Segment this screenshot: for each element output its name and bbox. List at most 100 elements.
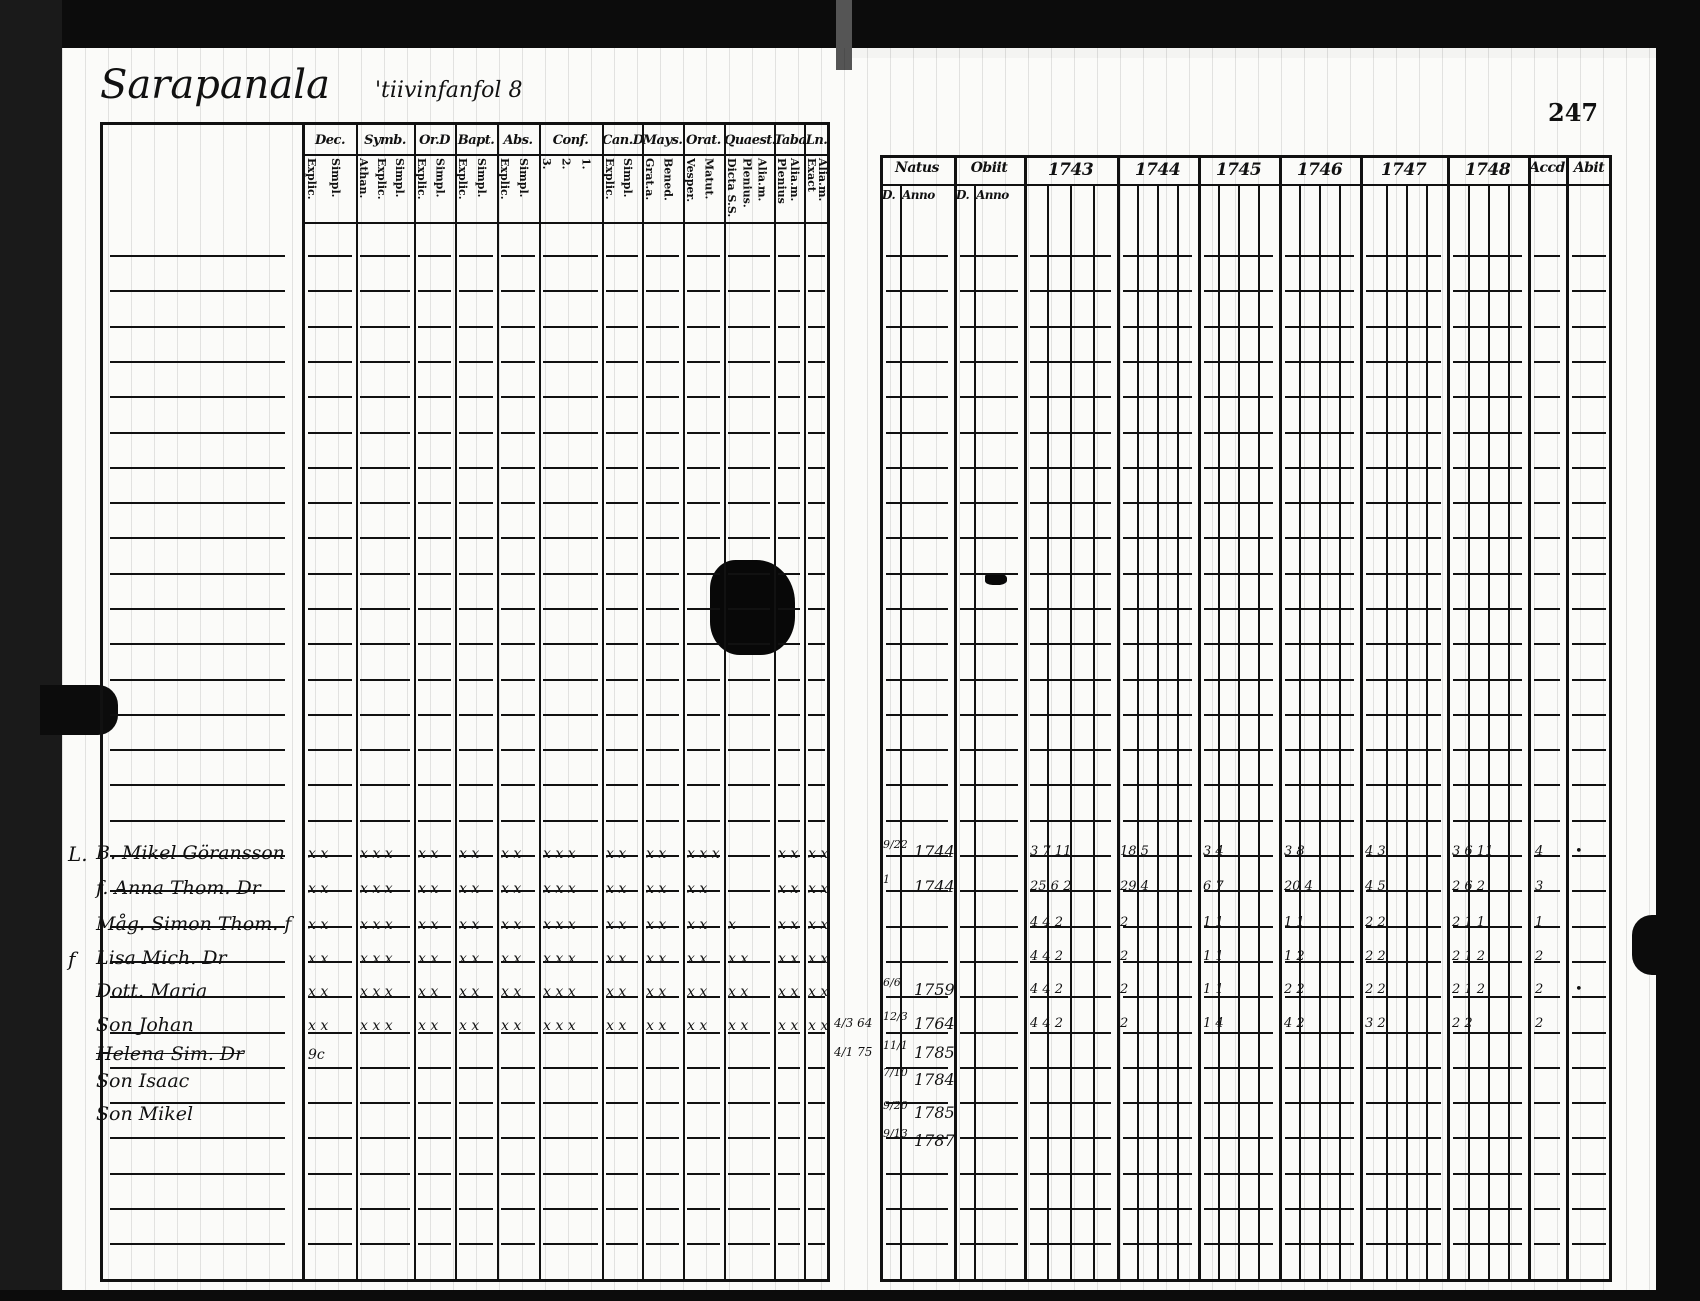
row-rule bbox=[1366, 961, 1441, 963]
row-rule bbox=[418, 784, 451, 786]
row-rule bbox=[360, 396, 410, 398]
row-rule bbox=[1534, 432, 1560, 434]
row-rule bbox=[308, 573, 352, 575]
row-rule bbox=[1030, 467, 1111, 469]
row-rule bbox=[1453, 1208, 1522, 1210]
row-rule bbox=[110, 537, 285, 539]
row-rule bbox=[886, 679, 948, 681]
row-rule bbox=[110, 326, 285, 328]
header-rule bbox=[880, 184, 1612, 186]
row-rule bbox=[1534, 1243, 1560, 1245]
attendance-mark: x bbox=[728, 917, 736, 933]
row-rule bbox=[501, 1137, 535, 1139]
row-rule bbox=[1572, 679, 1606, 681]
row-rule bbox=[808, 1173, 825, 1175]
column-subheader: 1. bbox=[579, 158, 593, 170]
year-entry: 3 2 bbox=[1365, 1016, 1386, 1031]
row-rule bbox=[808, 502, 825, 504]
row-rule bbox=[646, 255, 679, 257]
column-subheader: 2. bbox=[559, 158, 573, 170]
row-rule bbox=[360, 855, 410, 857]
row-rule bbox=[778, 1137, 800, 1139]
row-rule bbox=[1030, 608, 1111, 610]
row-rule bbox=[501, 396, 535, 398]
row-rule bbox=[1123, 1137, 1192, 1139]
row-rule bbox=[1204, 820, 1273, 822]
row-rule bbox=[606, 396, 638, 398]
row-rule bbox=[728, 679, 770, 681]
row-rule bbox=[646, 714, 679, 716]
row-rule bbox=[501, 1208, 535, 1210]
row-rule bbox=[808, 361, 825, 363]
row-rule bbox=[778, 1243, 800, 1245]
row-rule bbox=[1123, 326, 1192, 328]
row-rule bbox=[778, 573, 800, 575]
row-rule bbox=[459, 432, 493, 434]
page-number: 247 bbox=[1548, 98, 1599, 127]
attendance-mark: x x bbox=[728, 1018, 749, 1034]
row-rule bbox=[1366, 432, 1441, 434]
year-entry: 2 1 1 bbox=[1452, 915, 1486, 930]
row-rule bbox=[1030, 396, 1111, 398]
row-rule bbox=[1366, 502, 1441, 504]
sub-column-divider bbox=[1386, 184, 1388, 1282]
row-rule bbox=[808, 432, 825, 434]
row-rule bbox=[1366, 784, 1441, 786]
row-rule bbox=[960, 996, 1018, 998]
row-rule bbox=[728, 1067, 770, 1069]
row-rule bbox=[1123, 679, 1192, 681]
row-rule bbox=[886, 784, 948, 786]
year-entry: 1 4 bbox=[1203, 1016, 1224, 1031]
row-rule bbox=[418, 1102, 451, 1104]
row-rule bbox=[1204, 1208, 1273, 1210]
row-rule bbox=[687, 961, 720, 963]
row-rule bbox=[960, 961, 1018, 963]
row-rule bbox=[418, 396, 451, 398]
row-rule bbox=[1030, 926, 1111, 928]
row-rule bbox=[308, 643, 352, 645]
row-rule bbox=[360, 502, 410, 504]
row-rule bbox=[110, 1137, 285, 1139]
year-entry: 3 8 bbox=[1284, 844, 1305, 859]
row-rule bbox=[1453, 573, 1522, 575]
year-entry: 2 2 bbox=[1452, 1016, 1473, 1031]
column-header: 1748 bbox=[1464, 160, 1511, 180]
row-rule bbox=[606, 502, 638, 504]
attendance-mark: x x bbox=[687, 1018, 708, 1034]
column-header: Abit bbox=[1573, 160, 1605, 176]
attendance-mark: x x bbox=[501, 881, 522, 897]
year-entry: 2 2 bbox=[1365, 982, 1386, 997]
row-rule bbox=[778, 1173, 800, 1175]
row-rule bbox=[778, 996, 800, 998]
attendance-mark: x x bbox=[778, 846, 799, 862]
row-rule bbox=[1204, 749, 1273, 751]
row-rule bbox=[1123, 961, 1192, 963]
row-rule bbox=[646, 679, 679, 681]
column-subheader: Exact bbox=[805, 158, 818, 192]
year-entry: 20 4 bbox=[1284, 879, 1313, 894]
column-subheader: Athan. bbox=[357, 158, 370, 199]
row-rule bbox=[543, 749, 598, 751]
row-rule bbox=[1534, 926, 1560, 928]
row-rule bbox=[543, 432, 598, 434]
row-rule bbox=[646, 608, 679, 610]
row-rule bbox=[360, 714, 410, 716]
column-header: Accd bbox=[1529, 160, 1565, 176]
row-rule bbox=[360, 1173, 410, 1175]
row-rule bbox=[1204, 255, 1273, 257]
row-rule bbox=[960, 1208, 1018, 1210]
column-divider bbox=[356, 122, 358, 1282]
row-rule bbox=[418, 255, 451, 257]
row-rule bbox=[1285, 608, 1354, 610]
birth-year: 1744 bbox=[914, 877, 955, 896]
row-rule bbox=[687, 643, 720, 645]
row-rule bbox=[886, 890, 948, 892]
row-rule bbox=[646, 573, 679, 575]
row-rule bbox=[728, 643, 770, 645]
row-rule bbox=[728, 537, 770, 539]
row-rule bbox=[960, 643, 1018, 645]
row-rule bbox=[1366, 714, 1441, 716]
row-rule bbox=[728, 961, 770, 963]
row-rule bbox=[1534, 1208, 1560, 1210]
row-rule bbox=[360, 1208, 410, 1210]
